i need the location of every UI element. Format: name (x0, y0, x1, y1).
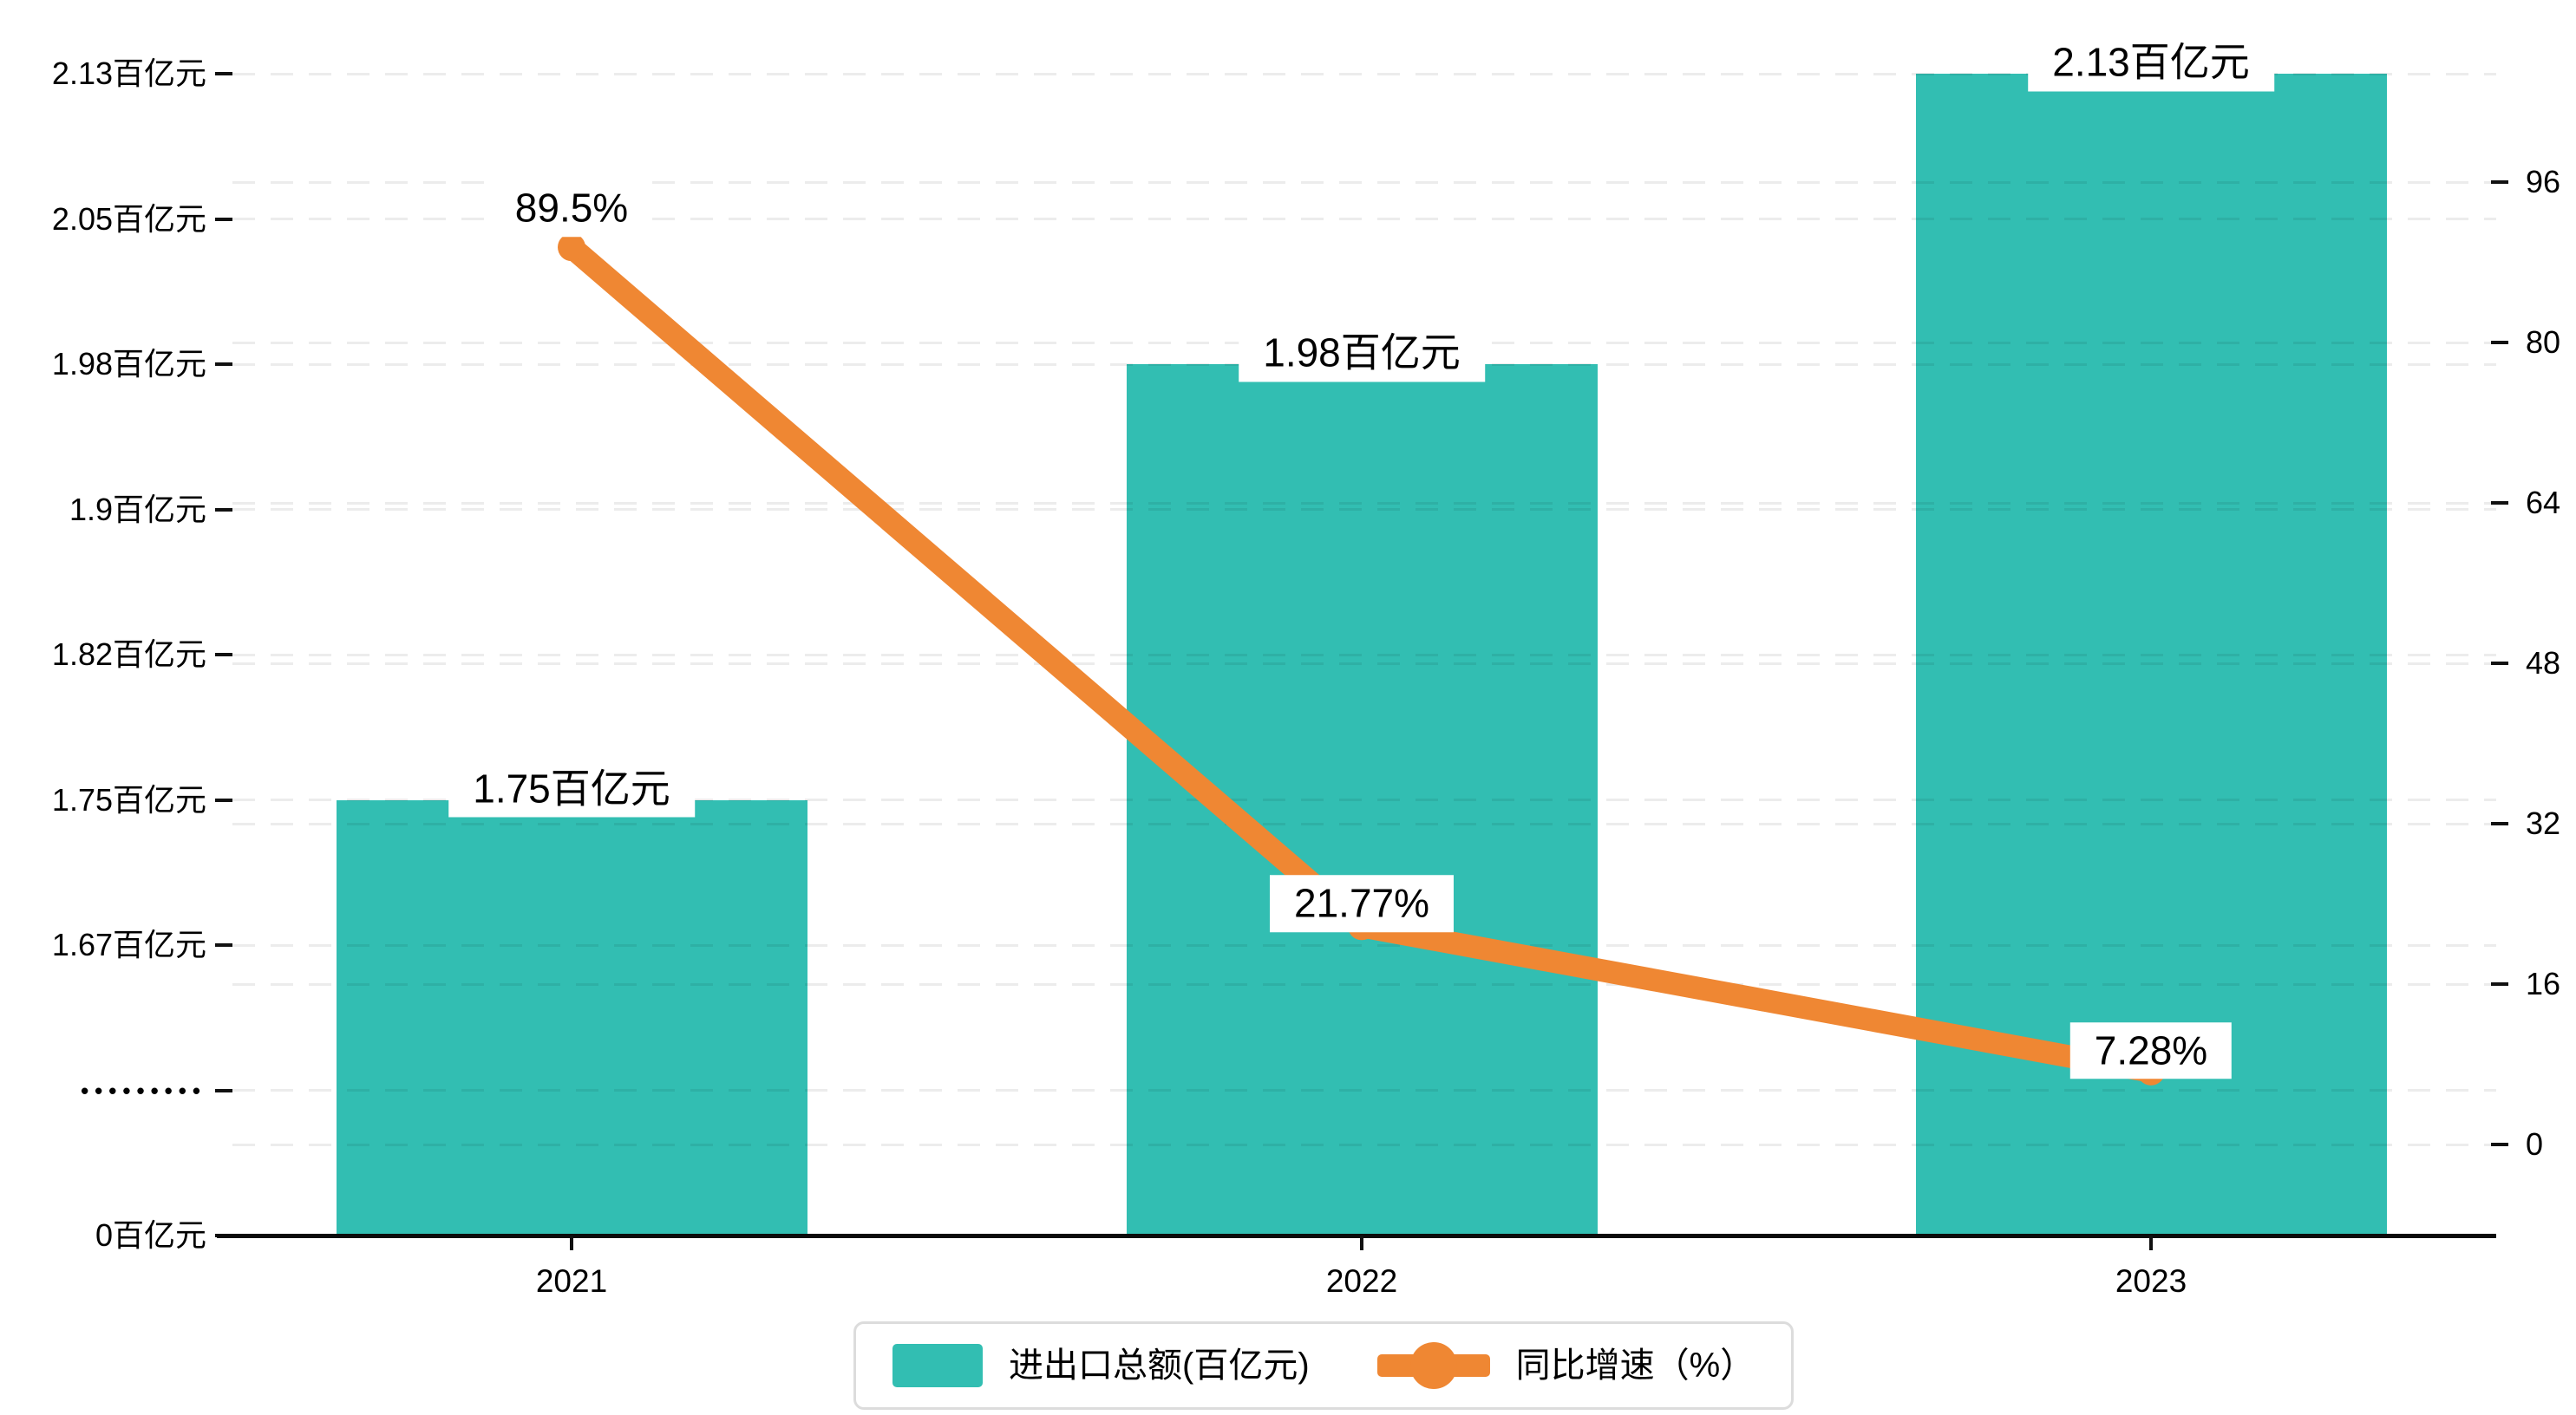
gridline-left-1 (232, 1089, 2496, 1092)
right-axis-label: 80 (2526, 324, 2561, 360)
right-axis-label: 48 (2526, 645, 2561, 681)
right-axis-label: 16 (2526, 966, 2561, 1001)
left-axis-tick (215, 653, 232, 656)
gridline-left-3 (232, 799, 2496, 801)
right-axis-label: 96 (2526, 164, 2561, 199)
x-axis-tick (570, 1236, 573, 1250)
gridline-right-2 (232, 822, 2496, 825)
bar-value-label: 1.98百亿元 (1239, 324, 1485, 381)
gridline-right-6 (232, 180, 2496, 184)
left-axis-label: 1.75百亿元 (51, 781, 206, 818)
gridline-right-0 (232, 1143, 2496, 1146)
bar-2021 (336, 799, 807, 1236)
right-axis-label: 32 (2526, 805, 2561, 841)
legend-item-line-series[interactable]: 同比增速（%） (1376, 1341, 1755, 1390)
gridline-right-3 (232, 662, 2496, 665)
x-axis-category-label: 2023 (2115, 1263, 2187, 1299)
right-axis-tick (2491, 341, 2508, 344)
left-axis-tick (215, 798, 232, 802)
legend-item-bar-series[interactable]: 进出口总额(百亿元) (892, 1344, 1310, 1387)
left-axis-label: 1.98百亿元 (51, 346, 206, 381)
left-axis-tick (215, 943, 232, 947)
line-series-swatch-icon (1376, 1341, 1490, 1390)
gridline-right-1 (232, 982, 2496, 986)
line-swatch-dot (1409, 1342, 1457, 1389)
left-axis-tick (215, 217, 232, 221)
left-axis-tick (215, 1088, 232, 1092)
x-axis-line (217, 1234, 2496, 1238)
legend-label-line-series: 同比增速（%） (1515, 1347, 1755, 1385)
x-axis-category-label: 2021 (535, 1263, 608, 1299)
right-axis-tick (2491, 822, 2508, 825)
left-axis-label: 2.13百亿元 (51, 55, 206, 91)
gridline-left-2 (232, 943, 2496, 947)
gridline-right-4 (232, 501, 2496, 505)
bar-value-label: 2.13百亿元 (2028, 34, 2274, 91)
left-axis-break-label: ••••••••• (81, 1077, 206, 1104)
left-axis-tick (215, 72, 232, 75)
bar-value-label: 1.75百亿元 (448, 760, 695, 818)
x-axis-tick (2149, 1236, 2153, 1250)
left-axis-label: 0百亿元 (95, 1217, 206, 1253)
legend-label-bar-series: 进出口总额(百亿元) (1009, 1347, 1310, 1385)
gridline-left-8 (232, 72, 2496, 75)
left-axis-tick (215, 507, 232, 512)
right-axis-tick (2491, 1143, 2508, 1146)
left-axis-label: 1.67百亿元 (51, 927, 206, 962)
right-axis-tick (2491, 662, 2508, 665)
gridline-left-5 (232, 508, 2496, 511)
x-axis-category-label: 2022 (1325, 1263, 1398, 1299)
bar-series-swatch-icon (892, 1344, 983, 1387)
left-axis-label: 1.82百亿元 (51, 636, 206, 672)
x-axis-tick (1360, 1236, 1363, 1250)
gridline-left-7 (232, 218, 2496, 220)
gridline-left-4 (232, 653, 2496, 656)
line-point-label: 7.28% (2069, 1022, 2233, 1079)
left-axis-label: 1.9百亿元 (69, 491, 206, 527)
line-point-label: 89.5% (490, 179, 653, 237)
right-axis-label: 0 (2526, 1126, 2544, 1162)
legend: 进出口总额(百亿元) 同比增速（%） (853, 1321, 1795, 1410)
line-point-label: 21.77% (1269, 875, 1455, 933)
right-axis-tick (2491, 501, 2508, 505)
right-axis-tick (2491, 180, 2508, 184)
right-axis-tick (2491, 982, 2508, 986)
trend-point-2021 (558, 233, 585, 262)
left-axis-label: 2.05百亿元 (51, 200, 206, 237)
right-axis-label: 64 (2526, 485, 2561, 520)
left-axis-tick (215, 362, 232, 366)
